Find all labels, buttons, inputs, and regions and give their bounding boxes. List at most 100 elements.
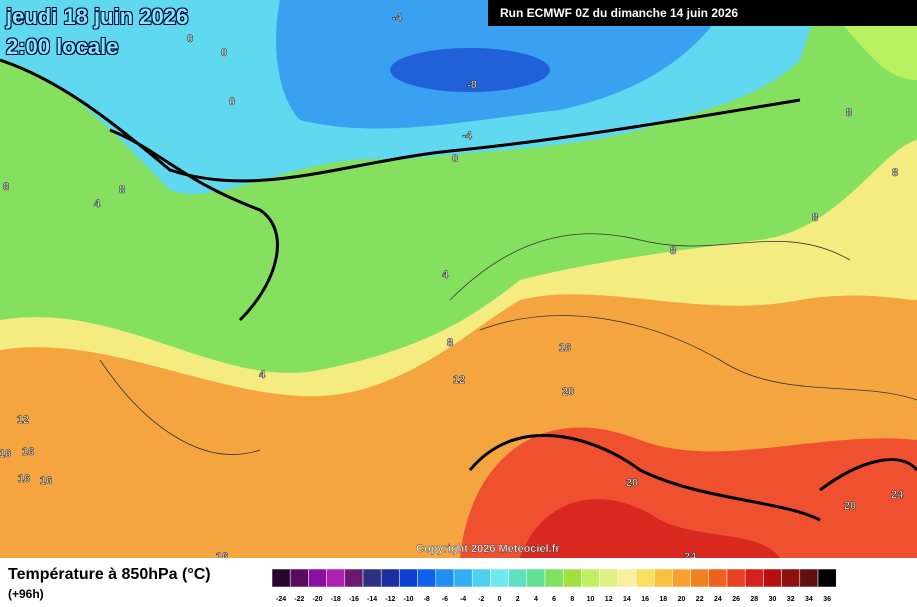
coastline bbox=[99, 233, 917, 455]
color-swatch bbox=[690, 568, 710, 588]
contour-label: 20 bbox=[844, 500, 856, 512]
contour-label: 0 bbox=[187, 33, 193, 45]
contour-label: 12 bbox=[453, 374, 465, 386]
scale-label: 12 bbox=[605, 596, 613, 603]
color-swatch bbox=[562, 568, 582, 588]
scale-label: 24 bbox=[714, 596, 722, 603]
contour-label: 8 bbox=[846, 107, 852, 119]
contour-label: 8 bbox=[892, 167, 898, 179]
contour-label: 0 bbox=[221, 47, 227, 59]
scale-label: -24 bbox=[276, 596, 286, 603]
scale-label: 20 bbox=[678, 596, 686, 603]
run-info: Run ECMWF 0Z du dimanche 14 juin 2026 bbox=[488, 0, 917, 26]
color-swatch bbox=[581, 568, 600, 588]
color-swatch bbox=[708, 568, 728, 588]
color-swatch bbox=[326, 568, 346, 588]
color-swatch bbox=[544, 568, 564, 588]
contour-label: 8 bbox=[119, 184, 125, 196]
color-swatch bbox=[526, 568, 546, 588]
scale-label: 26 bbox=[732, 596, 740, 603]
scale-label: -20 bbox=[312, 596, 322, 603]
scale-label: -22 bbox=[294, 596, 304, 603]
scale-label: -10 bbox=[403, 596, 413, 603]
color-swatch bbox=[726, 568, 746, 588]
contour-label: 24 bbox=[891, 489, 904, 501]
scale-label: 34 bbox=[805, 596, 813, 603]
contour-label: 8 bbox=[3, 181, 9, 193]
color-swatch bbox=[653, 568, 673, 588]
copyright: Copyright 2026 Meteociel.fr bbox=[416, 543, 560, 555]
scale-label: 6 bbox=[552, 596, 556, 603]
color-swatch bbox=[471, 568, 491, 588]
scale-label: 10 bbox=[587, 596, 595, 603]
map: -4 0 0 0 -8 -4 0 8 8 8 4 8 8 8 4 8 16 12 4 20 12 16 16 16 16 20 20… bbox=[0, 0, 917, 558]
contour-label: 16 bbox=[40, 475, 52, 487]
scale-label: -2 bbox=[478, 596, 484, 603]
color-swatch bbox=[817, 568, 837, 588]
contour-label: -8 bbox=[467, 79, 477, 91]
color-swatch bbox=[380, 568, 400, 588]
contour-label: 8 bbox=[447, 337, 453, 349]
legend-title: Température à 850hPa (°C) bbox=[8, 566, 211, 583]
contour-label: 4 bbox=[259, 369, 266, 381]
scale-label: -14 bbox=[367, 596, 377, 603]
time: 2:00 locale bbox=[6, 34, 119, 59]
contour-label: 0 bbox=[229, 96, 235, 108]
legend-lead: (+96h) bbox=[8, 587, 44, 601]
contour-label: 20 bbox=[562, 386, 574, 398]
color-swatch bbox=[453, 568, 473, 588]
contour-label: 4 bbox=[442, 269, 449, 281]
contour-label: 16 bbox=[559, 342, 571, 354]
scale-label: -18 bbox=[331, 596, 341, 603]
color-swatch bbox=[308, 568, 327, 588]
region-deep-blue bbox=[390, 48, 550, 92]
color-swatch bbox=[763, 568, 782, 588]
scale-label: -16 bbox=[349, 596, 359, 603]
color-swatch bbox=[289, 568, 309, 588]
scale-label: 22 bbox=[696, 596, 704, 603]
contour-label: 8 bbox=[670, 245, 676, 257]
scale-label: 14 bbox=[623, 596, 631, 603]
contour-label: 8 bbox=[812, 212, 818, 224]
contour-label: 12 bbox=[17, 414, 29, 426]
color-swatch bbox=[399, 568, 418, 588]
color-swatch bbox=[635, 568, 655, 588]
color-swatch bbox=[799, 568, 819, 588]
color-swatch bbox=[672, 568, 691, 588]
color-bar: -24 -22 -20 -18 -16 -14 -12 -10 -8 -6 -4 -2 0 2 4 6 8 10 1… bbox=[271, 568, 837, 603]
scale-label: -4 bbox=[460, 596, 466, 603]
scale-label: 30 bbox=[769, 596, 777, 603]
contour-label: -4 bbox=[392, 12, 403, 24]
scale-label: 8 bbox=[570, 596, 574, 603]
contour-label: -4 bbox=[462, 130, 473, 142]
scale-label: -6 bbox=[442, 596, 448, 603]
contour-label: 16 bbox=[0, 448, 11, 460]
color-swatch bbox=[744, 568, 764, 588]
scale-label: 28 bbox=[750, 596, 758, 603]
color-swatch bbox=[435, 568, 455, 588]
scale-label: -12 bbox=[385, 596, 395, 603]
scale-label: -8 bbox=[424, 596, 430, 603]
color-swatch bbox=[271, 568, 291, 588]
color-swatch bbox=[599, 568, 619, 588]
contour-label: 4 bbox=[94, 198, 101, 210]
region-dark-red bbox=[520, 499, 780, 558]
scale-label: 2 bbox=[516, 596, 520, 603]
color-swatch bbox=[508, 568, 528, 588]
color-swatch bbox=[417, 568, 437, 588]
scale-label: 16 bbox=[641, 596, 649, 603]
scale-label: 0 bbox=[498, 596, 502, 603]
scale-label: 4 bbox=[534, 596, 538, 603]
scale-label: 18 bbox=[659, 596, 667, 603]
contour-label: 24 bbox=[684, 551, 697, 558]
color-swatch bbox=[617, 568, 637, 588]
color-swatch bbox=[344, 568, 364, 588]
contour-label: 0 bbox=[452, 153, 458, 165]
scale-label: 32 bbox=[787, 596, 795, 603]
color-swatch bbox=[362, 568, 382, 588]
contour-label: 16 bbox=[18, 473, 30, 485]
scale-label: 36 bbox=[823, 596, 831, 603]
date: jeudi 18 juin 2026 bbox=[6, 4, 189, 29]
color-swatch bbox=[490, 568, 509, 588]
